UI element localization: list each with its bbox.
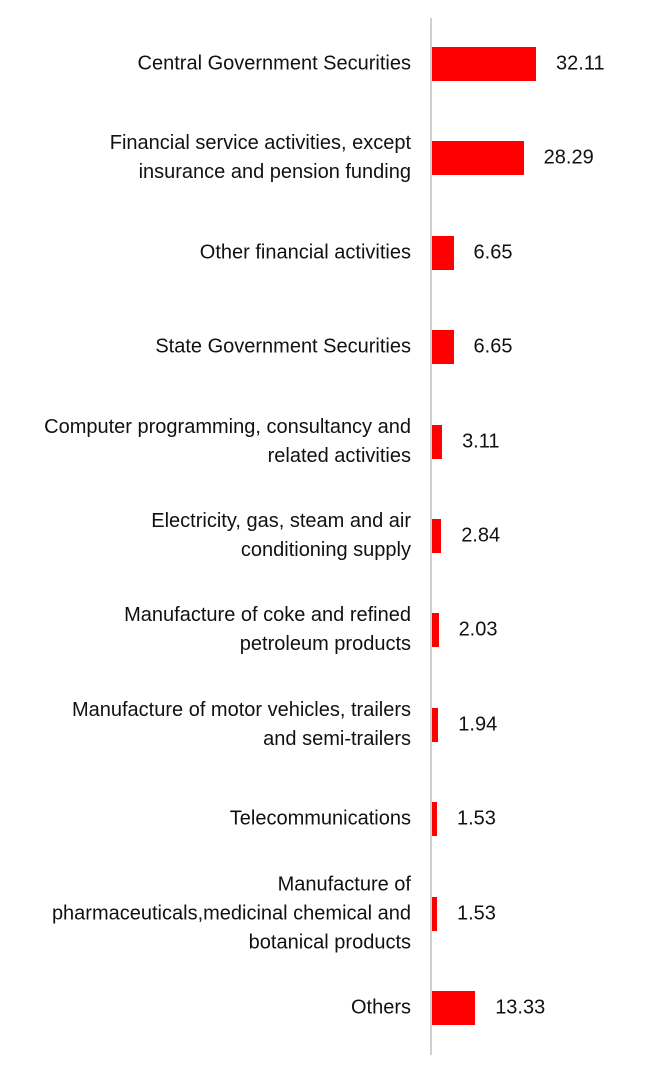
category-label: Computer programming, consultancy and re… <box>44 415 411 467</box>
bar <box>432 141 524 176</box>
category-label: Other financial activities <box>199 241 411 264</box>
category-label: State Government Securities <box>155 335 411 358</box>
axis-line <box>430 18 432 1055</box>
category-label: Manufacture of motor vehicles, trailers … <box>71 698 411 750</box>
category-label: Manufacture of pharmaceuticals,medicinal… <box>51 873 411 954</box>
value-label: 32.11 <box>556 52 605 75</box>
value-label: 1.53 <box>456 807 496 830</box>
value-label: 28.29 <box>543 146 594 169</box>
value-label: 2.84 <box>461 524 501 547</box>
category-label: Central Government Securities <box>137 52 411 75</box>
bar <box>432 991 476 1025</box>
category-label: Financial service activities, except ins… <box>109 132 411 184</box>
bar <box>432 47 537 81</box>
bar <box>432 613 439 648</box>
category-label: Telecommunications <box>229 807 411 830</box>
value-label: 3.11 <box>462 430 500 453</box>
value-label: 6.65 <box>473 335 513 358</box>
bar <box>432 707 439 742</box>
value-label: 2.03 <box>458 618 498 641</box>
bar <box>432 896 437 931</box>
value-label: 13.33 <box>495 996 546 1019</box>
bar <box>432 235 454 270</box>
bar <box>432 424 443 459</box>
category-label: Others <box>350 996 411 1019</box>
bar <box>432 330 454 365</box>
bar <box>432 519 442 553</box>
category-label: Electricity, gas, steam and air conditio… <box>151 510 411 561</box>
value-label: 1.53 <box>456 902 496 925</box>
value-label: 1.94 <box>458 713 498 736</box>
value-label: 6.65 <box>473 241 513 264</box>
category-label: Manufacture of coke and refined petroleu… <box>124 604 411 656</box>
bar <box>432 802 437 837</box>
